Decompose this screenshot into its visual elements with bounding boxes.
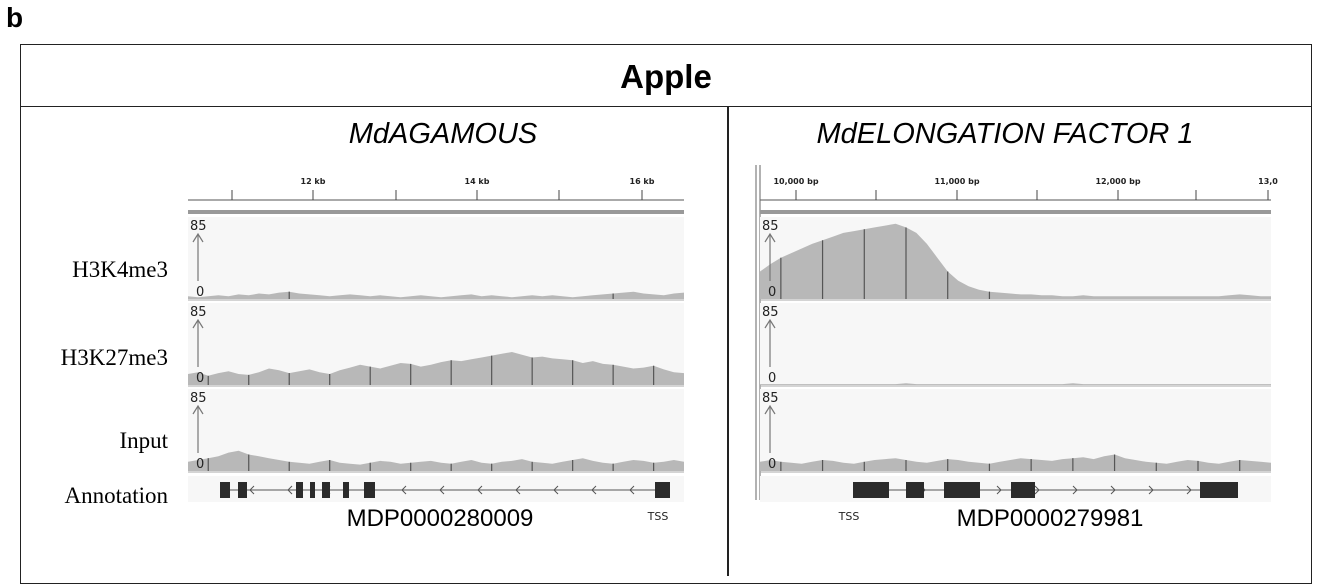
scale-arrowhead-0-2 <box>192 404 204 415</box>
gene-id-right: MDP0000279981 <box>956 505 1144 532</box>
tick-label-1-0: 10,000 bp <box>773 177 818 186</box>
track-bg-1-2 <box>760 389 1271 471</box>
strand-chevron-0-592 <box>591 485 597 495</box>
exon-block-1-2 <box>944 482 980 498</box>
strand-chevron-0-402 <box>401 485 407 495</box>
signal-area-0-0 <box>188 291 684 299</box>
tick-label-0-0: 12 kb <box>301 177 326 186</box>
gene-id-left: MDP0000280009 <box>346 505 534 532</box>
strand-chevron-1-997 <box>996 485 1002 495</box>
scale-max-1-2: 85 <box>762 391 779 406</box>
exon-block-0-6 <box>364 482 375 498</box>
exon-block-0-1 <box>238 482 247 498</box>
track-bg-0-2 <box>188 389 684 471</box>
track-bg-1-1 <box>760 303 1271 385</box>
gene-title-left: MdAGAMOUS <box>348 118 538 150</box>
track-label-annotation: Annotation <box>64 483 169 508</box>
strand-chevron-1-1073 <box>1072 485 1078 495</box>
tick-label-1-1: 11,000 bp <box>934 177 979 186</box>
signal-area-1-1 <box>760 383 1271 385</box>
exon-block-0-2 <box>296 482 303 498</box>
exon-block-0-7 <box>655 482 670 498</box>
panel-letter: b <box>6 2 24 33</box>
figure-title: Apple <box>20 44 1312 107</box>
track-label-h3k4me3: H3K4me3 <box>72 257 168 282</box>
exon-block-0-3 <box>310 482 315 498</box>
exon-block-1-3 <box>1011 482 1035 498</box>
strand-chevron-0-630 <box>629 485 635 495</box>
strand-chevron-0-554 <box>553 485 559 495</box>
scale-min-1-2: 0 <box>768 457 776 472</box>
signal-area-0-2 <box>188 450 684 471</box>
tick-label-0-2: 16 kb <box>630 177 655 186</box>
tick-label-1-3: 13,0 <box>1258 177 1278 186</box>
signal-area-0-1 <box>188 352 684 385</box>
strand-chevron-1-1111 <box>1110 485 1116 495</box>
scale-arrowhead-0-1 <box>192 318 204 329</box>
strand-chevron-0-250 <box>249 485 255 495</box>
strand-chevron-0-440 <box>439 485 445 495</box>
scale-min-1-1: 0 <box>768 371 776 386</box>
scale-max-0-1: 85 <box>190 305 207 320</box>
exon-block-0-5 <box>343 482 349 498</box>
strand-chevron-1-1035 <box>1034 485 1040 495</box>
scale-arrowhead-1-1 <box>764 318 776 329</box>
strand-chevron-0-516 <box>515 485 521 495</box>
exon-block-0-0 <box>220 482 230 498</box>
tick-label-1-2: 12,000 bp <box>1095 177 1140 186</box>
exon-block-0-4 <box>322 482 330 498</box>
genome-browser-tracks: 12 kb 14 kb 16 kb 85 0 85 0 85 0 TSS 10,000 bp 11,0… <box>188 165 1278 523</box>
tss-label-0: TSS <box>647 510 669 523</box>
track-bg-0-0 <box>188 217 684 299</box>
scale-min-0-2: 0 <box>196 457 204 472</box>
strand-chevron-0-288 <box>287 485 293 495</box>
strand-chevron-0-478 <box>477 485 483 495</box>
region-bar-1 <box>760 210 1271 214</box>
signal-area-1-2 <box>760 454 1271 471</box>
tick-label-0-1: 14 kb <box>465 177 490 186</box>
scale-min-1-0: 0 <box>768 285 776 300</box>
region-bar-0 <box>188 210 684 214</box>
strand-chevron-1-1187 <box>1186 485 1192 495</box>
strand-chevron-1-1149 <box>1148 485 1154 495</box>
column-divider <box>727 106 729 576</box>
scale-arrowhead-0-0 <box>192 232 204 243</box>
exon-block-1-0 <box>853 482 889 498</box>
annotation-bg-0 <box>188 476 684 502</box>
exon-block-1-4 <box>1200 482 1238 498</box>
exon-block-1-1 <box>906 482 924 498</box>
scale-min-0-1: 0 <box>196 371 204 386</box>
scale-max-1-0: 85 <box>762 219 779 234</box>
scale-arrowhead-1-2 <box>764 404 776 415</box>
scale-arrowhead-1-0 <box>764 232 776 243</box>
scale-max-0-2: 85 <box>190 391 207 406</box>
scale-max-1-1: 85 <box>762 305 779 320</box>
scale-min-0-0: 0 <box>196 285 204 300</box>
track-label-input: Input <box>119 428 168 453</box>
scale-max-0-0: 85 <box>190 219 207 234</box>
track-label-h3k27me3: H3K27me3 <box>60 345 168 370</box>
gene-title-right: MdELONGATION FACTOR 1 <box>816 118 1194 150</box>
signal-area-1-0 <box>760 223 1271 299</box>
tss-label-1: TSS <box>838 510 860 523</box>
